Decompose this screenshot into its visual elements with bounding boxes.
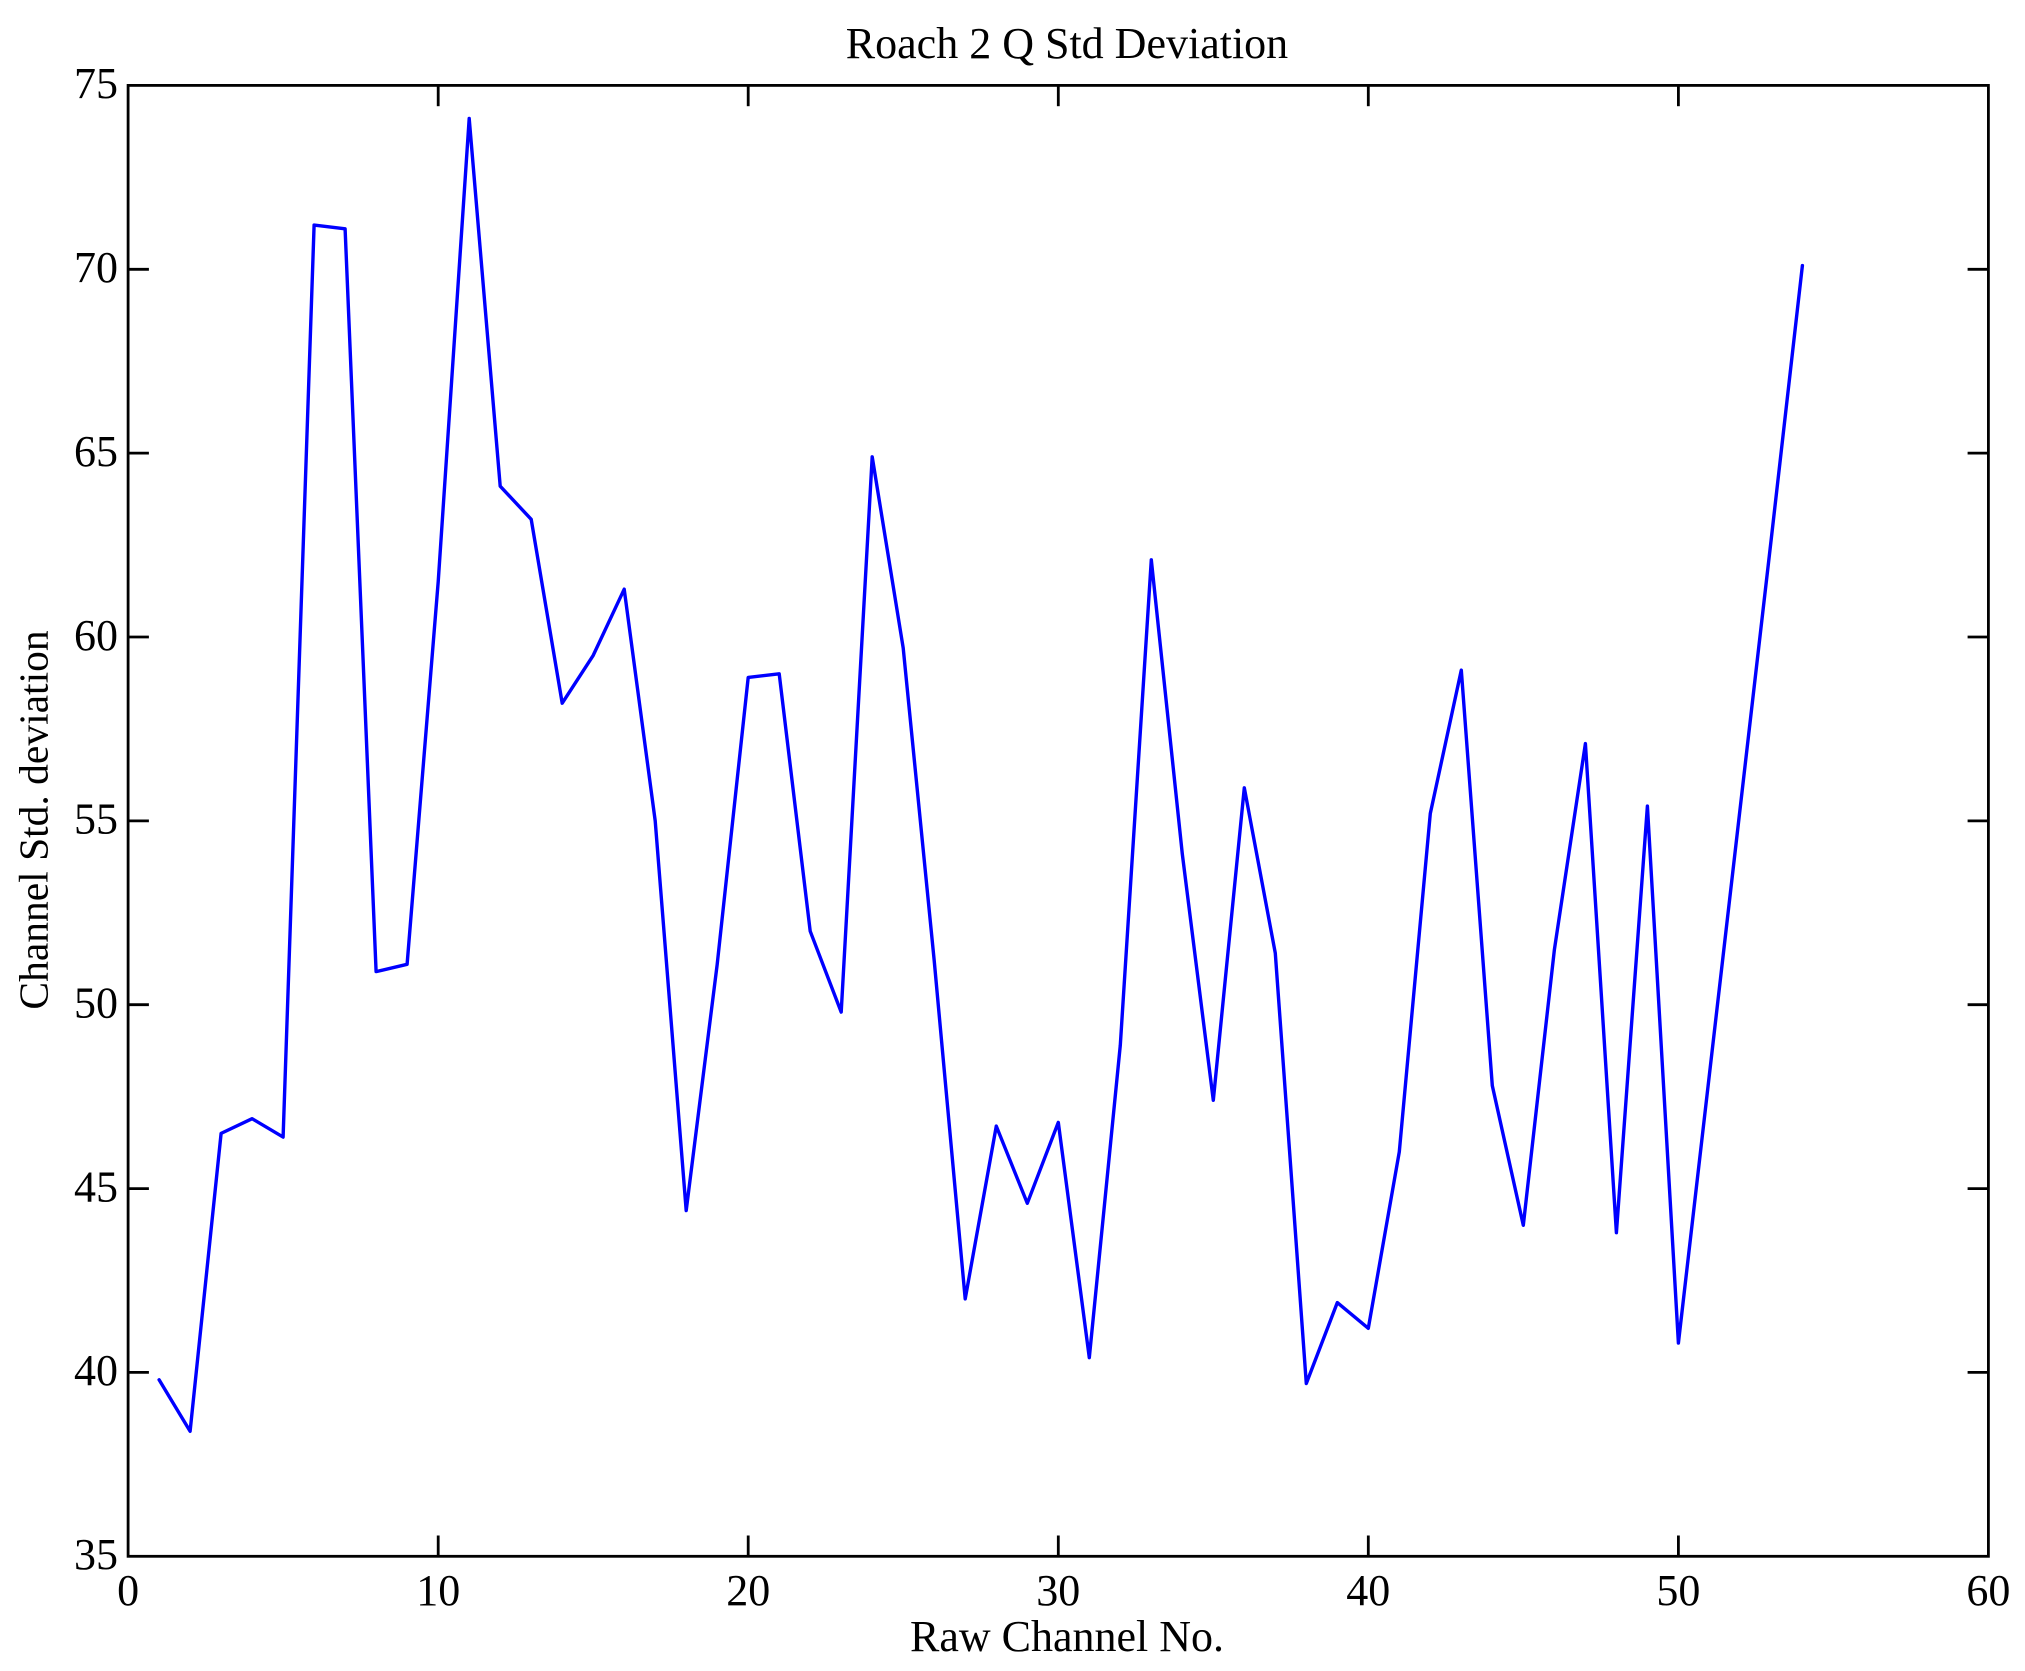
svg-text:30: 30 [1036, 1566, 1080, 1615]
svg-text:65: 65 [74, 427, 118, 476]
svg-text:Raw Channel No.: Raw Channel No. [910, 1612, 1224, 1661]
svg-text:70: 70 [74, 243, 118, 292]
svg-text:40: 40 [1346, 1566, 1390, 1615]
svg-text:60: 60 [74, 611, 118, 660]
svg-text:10: 10 [416, 1566, 460, 1615]
svg-text:60: 60 [1966, 1566, 2010, 1615]
svg-text:0: 0 [117, 1566, 139, 1615]
svg-text:35: 35 [74, 1530, 118, 1579]
svg-text:50: 50 [74, 979, 118, 1028]
svg-text:Roach 2 Q Std Deviation: Roach 2 Q Std Deviation [846, 19, 1288, 68]
svg-text:75: 75 [74, 59, 118, 108]
svg-text:Channel Std. deviation: Channel Std. deviation [11, 630, 57, 1009]
svg-text:50: 50 [1656, 1566, 1700, 1615]
svg-text:55: 55 [74, 795, 118, 844]
svg-text:20: 20 [726, 1566, 770, 1615]
svg-text:45: 45 [74, 1162, 118, 1211]
svg-text:40: 40 [74, 1346, 118, 1395]
